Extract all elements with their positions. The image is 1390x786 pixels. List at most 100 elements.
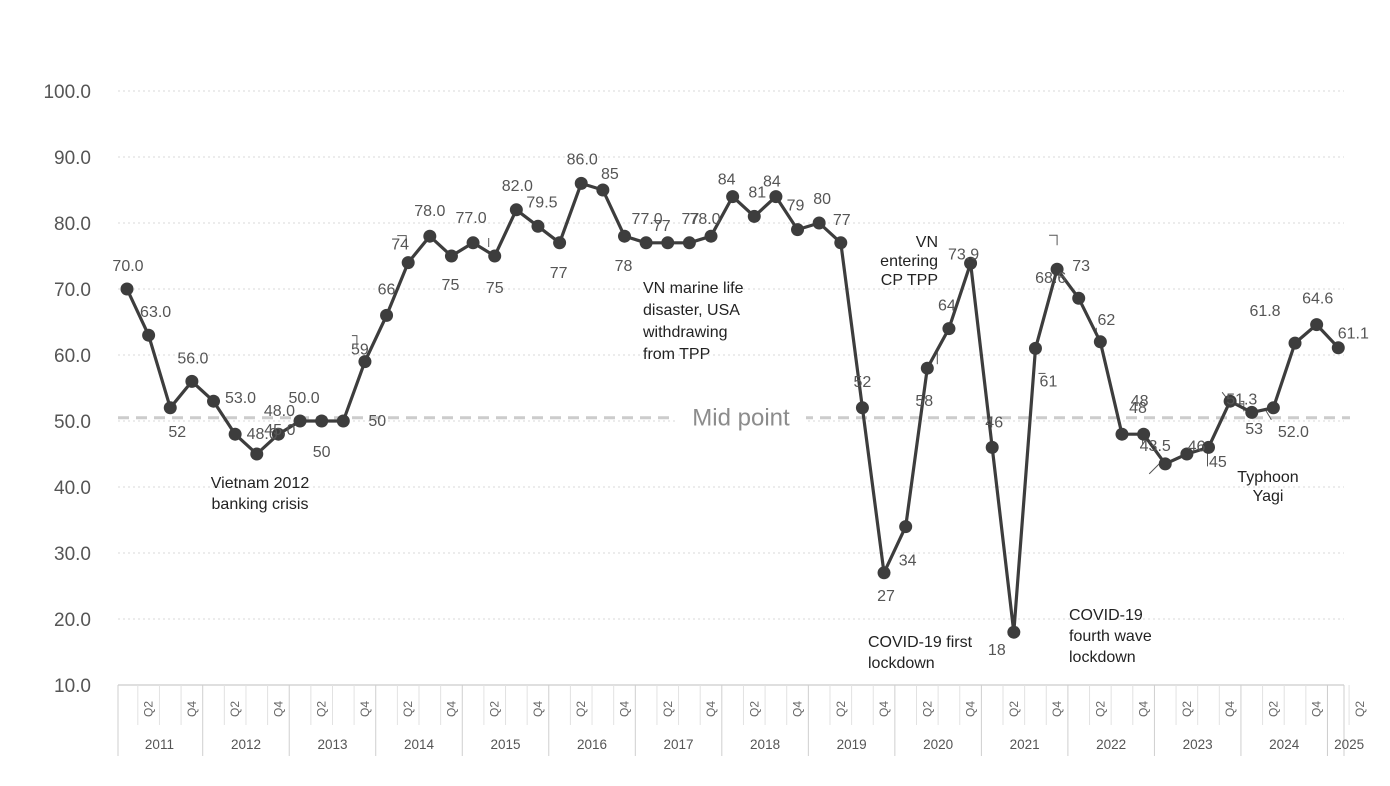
data-point (834, 236, 848, 250)
y-tick-label: 70.0 (54, 280, 91, 301)
data-label: 27 (877, 588, 895, 605)
data-label: 77 (681, 211, 699, 228)
x-year-label: 2019 (837, 737, 867, 752)
x-quarter-label: Q4 (271, 701, 285, 717)
data-label: 80 (813, 191, 831, 208)
x-year-label: 2022 (1096, 737, 1126, 752)
y-tick-label: 20.0 (54, 610, 91, 631)
data-label: 68.6 (1035, 270, 1066, 287)
x-quarter-label: Q2 (574, 701, 588, 717)
data-label: 77 (653, 218, 671, 235)
data-label: 79.5 (526, 194, 557, 211)
x-quarter-label: Q2 (1180, 701, 1194, 717)
x-year-label: 2020 (923, 737, 953, 752)
data-label: 34 (899, 553, 917, 570)
y-tick-label: 60.0 (54, 346, 91, 367)
y-tick-label: 30.0 (54, 544, 91, 565)
data-point (315, 414, 329, 428)
y-tick-label: 90.0 (54, 148, 91, 169)
data-point (250, 447, 264, 461)
data-label: 82.0 (502, 178, 533, 195)
data-label: 61.1 (1338, 326, 1369, 343)
data-label: 70.0 (112, 258, 143, 275)
data-point (855, 401, 869, 415)
data-point (747, 209, 761, 223)
y-tick-label: 40.0 (54, 478, 91, 499)
data-point (704, 229, 718, 243)
data-point (661, 236, 675, 250)
x-quarter-label: Q2 (920, 701, 934, 717)
x-quarter-label: Q2 (228, 701, 242, 717)
data-point (1028, 341, 1042, 355)
data-label: 18 (988, 642, 1006, 659)
data-point (531, 219, 545, 233)
data-label: 48 (1129, 400, 1147, 417)
x-quarter-label: Q2 (1007, 701, 1021, 717)
x-quarter-label: Q2 (834, 701, 848, 717)
data-label: 46 (1188, 438, 1206, 455)
data-label: 61.8 (1249, 303, 1280, 320)
data-point (488, 249, 502, 263)
x-quarter-label: Q4 (358, 701, 372, 717)
data-label: 77.0 (632, 211, 663, 228)
data-label: 75 (442, 277, 460, 294)
x-year-label: 2014 (404, 737, 435, 752)
x-year-label: 2025 (1334, 737, 1364, 752)
y-tick-label: 80.0 (54, 214, 91, 235)
y-axis-ticks: 100.0 90.0 80.0 70.0 60.0 50.0 40.0 30.0 20.0 10.… (43, 82, 91, 697)
data-label: 48.0 (247, 426, 278, 443)
data-label: 79 (787, 198, 805, 215)
data-point (358, 355, 372, 369)
annotation-line: VN (916, 234, 938, 251)
data-label: 50 (368, 413, 386, 430)
data-label: 85 (601, 166, 619, 183)
x-year-label: 2024 (1269, 737, 1300, 752)
annotation-line: from TPP (643, 346, 710, 363)
x-quarter-label: Q4 (185, 701, 199, 717)
data-label: 73.9 (948, 246, 979, 263)
data-point (553, 236, 567, 250)
data-point (920, 361, 934, 375)
annotation-line: VN marine life (643, 280, 744, 297)
x-quarter-label: Q2 (1353, 701, 1367, 717)
annotation: Vietnam 2012 banking crisis (211, 475, 310, 513)
data-point (293, 414, 307, 428)
label-leader (1264, 409, 1272, 421)
data-point (639, 236, 653, 250)
data-label: 81 (748, 184, 766, 201)
data-point (423, 229, 437, 243)
x-quarter-label: Q4 (1137, 701, 1151, 717)
data-point (207, 394, 221, 408)
label-leader (1049, 234, 1058, 246)
data-label: 77 (550, 265, 568, 282)
data-label: 48 (1131, 393, 1149, 410)
data-label: 58 (915, 393, 933, 410)
data-label: 50 (313, 444, 331, 461)
annotation: COVID-19 fourth wave lockdown (1069, 607, 1152, 666)
data-point (1310, 318, 1324, 332)
data-point (964, 256, 978, 270)
data-point (726, 190, 740, 204)
annotation-line: entering (880, 253, 938, 270)
data-point (163, 401, 177, 415)
data-point (899, 520, 913, 534)
data-label: 78 (615, 258, 633, 275)
data-label: 66 (378, 281, 396, 298)
data-point (985, 440, 999, 454)
data-point (1202, 440, 1215, 454)
data-label: 78.0 (414, 203, 445, 220)
data-point (1115, 427, 1129, 441)
x-year-label: 2013 (317, 737, 347, 752)
data-point (769, 190, 783, 204)
data-point (1093, 335, 1107, 349)
data-label: 52.0 (1278, 424, 1309, 441)
annotation: Typhoon Yagi (1237, 469, 1298, 505)
data-point (336, 414, 350, 428)
data-label: 86.0 (567, 151, 598, 168)
x-quarter-label: Q2 (1266, 701, 1280, 717)
data-label: 51.3 (1226, 391, 1257, 408)
annotation-line: Yagi (1253, 488, 1284, 505)
data-label: 61 (1040, 373, 1058, 390)
gridlines (118, 90, 1344, 620)
